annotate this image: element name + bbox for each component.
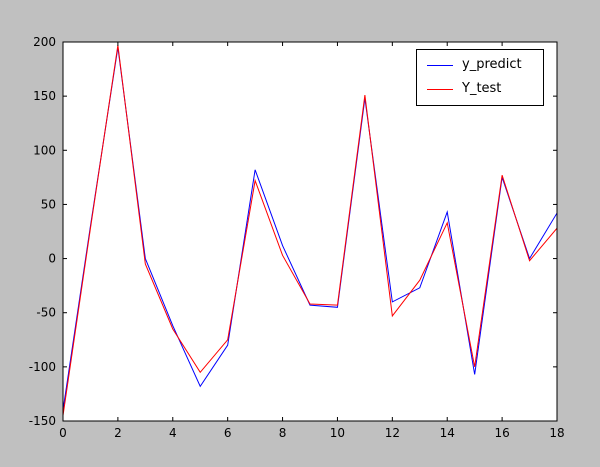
x-tick-label: 2 xyxy=(114,426,122,440)
x-tick-label: 16 xyxy=(494,426,509,440)
y-tick-label: 200 xyxy=(33,35,56,49)
legend-item-y-test: Y_test xyxy=(427,81,533,97)
y-test-legend-line-icon xyxy=(427,88,453,90)
axes-border xyxy=(62,41,558,422)
y-tick-label: -100 xyxy=(29,360,56,374)
y-tick-label: -150 xyxy=(29,414,56,428)
legend-item-y-predict: y_predict xyxy=(427,57,533,72)
legend: y_predict Y_test xyxy=(416,49,544,106)
y-tick-label: -50 xyxy=(36,306,56,320)
x-tick-label: 18 xyxy=(549,426,564,440)
y-predict-line xyxy=(63,47,557,411)
x-tick-label: 4 xyxy=(169,426,177,440)
y-predict-legend-line-icon xyxy=(427,64,453,66)
y-test-legend-label: Y_test xyxy=(462,81,502,97)
x-tick-label: 0 xyxy=(59,426,67,440)
y-tick-label: 0 xyxy=(48,252,56,266)
y-predict-legend-label: y_predict xyxy=(462,57,522,72)
y-tick-label: 50 xyxy=(41,197,56,211)
x-tick-label: 10 xyxy=(330,426,345,440)
y-tick-label: 100 xyxy=(33,143,56,157)
x-tick-label: 14 xyxy=(440,426,455,440)
x-tick-label: 12 xyxy=(385,426,400,440)
x-tick-label: 6 xyxy=(224,426,232,440)
y-tick-label: 150 xyxy=(33,89,56,103)
y-test-line xyxy=(63,45,557,416)
x-tick-label: 8 xyxy=(279,426,287,440)
